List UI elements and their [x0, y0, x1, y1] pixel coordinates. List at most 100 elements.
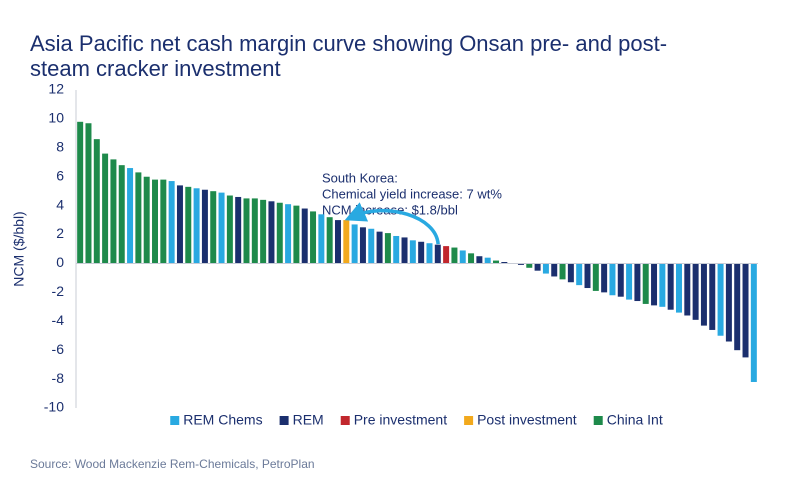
bar — [110, 159, 117, 264]
y-tick-label: 10 — [48, 110, 64, 126]
bar — [160, 179, 167, 264]
annotation: Chemical yield increase: 7 wt% — [322, 186, 502, 201]
legend-label: REM — [293, 412, 324, 428]
bar — [401, 237, 408, 264]
bar — [409, 240, 416, 264]
bar — [634, 263, 641, 302]
legend-label: Post investment — [477, 412, 577, 428]
bar — [85, 123, 92, 264]
bar — [468, 253, 475, 264]
y-tick-label: 0 — [56, 254, 64, 270]
bar — [218, 192, 225, 264]
y-tick-label: 4 — [56, 196, 64, 212]
bar — [559, 263, 566, 280]
bar — [135, 172, 142, 264]
bar — [210, 191, 217, 264]
bar — [459, 250, 466, 264]
bar — [226, 195, 233, 264]
annotation-arrow — [344, 202, 440, 245]
bar — [617, 263, 624, 297]
bar — [709, 263, 716, 330]
bar — [351, 224, 358, 264]
bar — [343, 220, 350, 264]
bar — [318, 214, 325, 264]
y-tick-label: -6 — [52, 341, 65, 357]
bar — [118, 165, 125, 264]
y-axis-label: NCM ($/bbl) — [11, 211, 27, 286]
bar — [152, 179, 159, 264]
bar — [476, 256, 483, 264]
bar — [235, 196, 242, 264]
bar — [592, 263, 599, 291]
chart-title: steam cracker investment — [30, 56, 281, 81]
bar — [584, 263, 591, 289]
bar — [426, 243, 433, 264]
bar — [326, 217, 333, 264]
bar — [750, 263, 757, 382]
bar — [276, 202, 283, 264]
bar — [651, 263, 658, 306]
legend-swatch — [170, 416, 180, 425]
bar — [484, 257, 491, 264]
bar — [102, 153, 109, 264]
bar — [143, 176, 150, 264]
bar — [517, 263, 524, 265]
bar — [93, 139, 100, 264]
bar — [201, 189, 208, 264]
bar — [301, 208, 308, 264]
bar — [368, 228, 375, 264]
legend-swatch — [464, 416, 474, 425]
bar — [609, 263, 616, 296]
bar — [127, 168, 134, 264]
legend-label: REM Chems — [183, 412, 262, 428]
bar — [451, 247, 458, 264]
bar — [359, 227, 366, 264]
y-tick-label: 12 — [48, 81, 64, 97]
bar — [734, 263, 741, 351]
y-tick-label: 6 — [56, 167, 64, 183]
bar — [285, 204, 292, 264]
y-tick-label: -2 — [52, 283, 65, 299]
bar — [77, 121, 84, 264]
bar — [659, 263, 666, 307]
y-tick-label: -10 — [44, 399, 64, 415]
bar — [251, 198, 258, 264]
bar — [526, 263, 533, 268]
y-tick-label: 8 — [56, 139, 64, 155]
bar — [675, 263, 682, 313]
bar — [418, 241, 425, 264]
bar — [293, 205, 300, 264]
bar — [243, 198, 250, 264]
bar — [684, 263, 691, 316]
source-note: Source: Wood Mackenzie Rem-Chemicals, Pe… — [30, 457, 315, 471]
legend-label: China Int — [607, 412, 663, 428]
bar — [576, 263, 583, 286]
bar — [601, 263, 608, 293]
bar — [376, 231, 383, 264]
bar — [642, 263, 649, 304]
bar — [542, 263, 549, 274]
bar — [393, 235, 400, 264]
bar — [501, 262, 508, 264]
bar — [268, 201, 275, 264]
bar — [692, 263, 699, 320]
bar — [443, 246, 450, 264]
bar — [626, 263, 633, 300]
bar — [493, 260, 500, 264]
legend-swatch — [593, 416, 603, 425]
bar — [260, 199, 267, 264]
chart-title: Asia Pacific net cash margin curve showi… — [30, 31, 667, 56]
bar — [334, 220, 341, 264]
bar — [742, 263, 749, 358]
bar — [168, 181, 175, 264]
legend-swatch — [279, 416, 289, 425]
bar — [667, 263, 674, 310]
bar — [567, 263, 574, 283]
bar — [725, 263, 732, 342]
bar — [176, 185, 183, 264]
y-tick-label: 2 — [56, 225, 64, 241]
legend-label: Pre investment — [354, 412, 447, 428]
y-tick-label: -8 — [52, 370, 65, 386]
bar — [310, 211, 317, 264]
